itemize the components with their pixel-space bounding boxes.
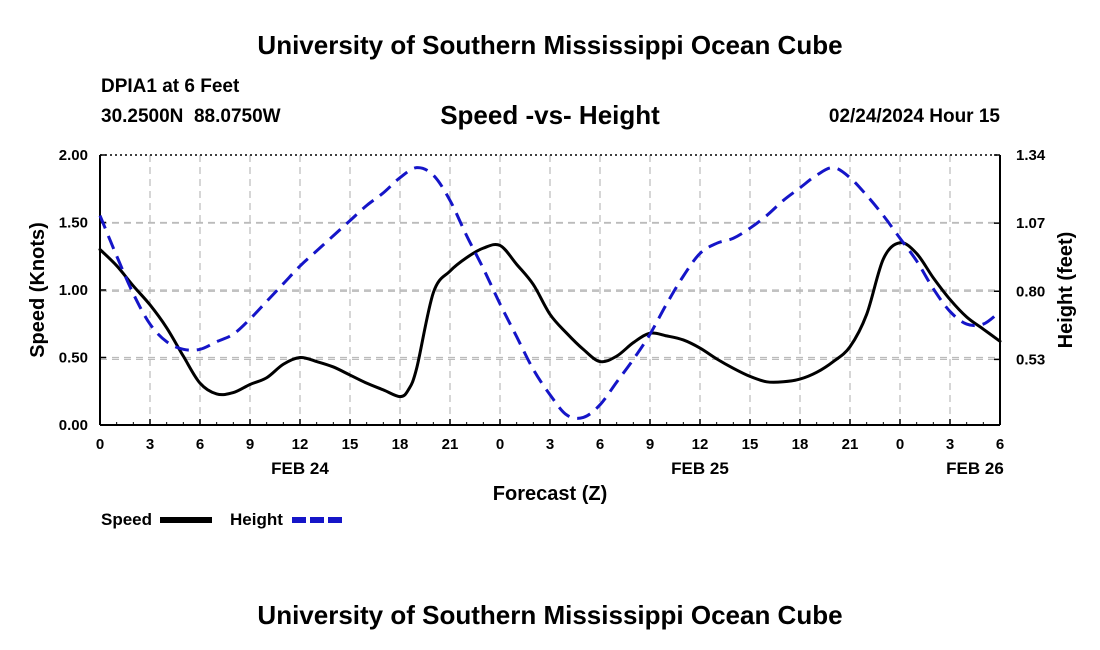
x-tick-label: 3 <box>146 436 154 453</box>
x-tick-label: 15 <box>342 436 359 453</box>
y-right-tick-label: 0.53 <box>1016 351 1045 368</box>
day-label: FEB 25 <box>671 459 729 478</box>
footer-title: University of Southern Mississippi Ocean… <box>257 600 843 630</box>
page-title: University of Southern Mississippi Ocean… <box>257 30 843 60</box>
y-right-axis-title: Height (feet) <box>1055 232 1077 349</box>
series-line-height <box>98 166 1001 420</box>
x-tick-label: 0 <box>496 436 504 453</box>
y-left-tick-label: 1.00 <box>59 282 88 299</box>
x-tick-label: 9 <box>246 436 254 453</box>
day-label: FEB 26 <box>946 459 1004 478</box>
x-tick-label: 6 <box>996 436 1004 453</box>
coordinates-label: 30.2500N 88.0750W <box>101 106 281 127</box>
y-left-tick-label: 0.50 <box>59 350 88 367</box>
x-tick-label: 0 <box>896 436 904 453</box>
forecast-datetime: 02/24/2024 Hour 15 <box>828 106 1000 127</box>
x-tick-label: 6 <box>196 436 204 453</box>
x-tick-label: 18 <box>792 436 809 453</box>
x-tick-label: 0 <box>96 436 104 453</box>
y-right-tick-label: 0.80 <box>1016 283 1045 300</box>
day-label: FEB 24 <box>271 459 329 478</box>
y-left-axis-title: Speed (Knots) <box>27 222 49 358</box>
x-tick-label: 3 <box>546 436 554 453</box>
y-left-tick-label: 1.50 <box>59 215 88 232</box>
y-left-tick-label: 0.00 <box>59 417 88 434</box>
legend-label-height: Height <box>230 510 283 529</box>
x-axis-title: Forecast (Z) <box>493 483 607 505</box>
x-tick-label: 21 <box>442 436 459 453</box>
x-tick-label: 15 <box>742 436 759 453</box>
series-line-speed <box>98 241 1002 399</box>
legend-label-speed: Speed <box>101 510 152 529</box>
x-tick-label: 21 <box>842 436 859 453</box>
x-tick-label: 3 <box>946 436 954 453</box>
x-tick-label: 9 <box>646 436 654 453</box>
x-tick-label: 6 <box>596 436 604 453</box>
x-tick-label: 18 <box>392 436 409 453</box>
x-tick-label: 12 <box>692 436 709 453</box>
x-tick-label: 12 <box>292 436 309 453</box>
y-left-tick-label: 2.00 <box>59 147 88 164</box>
y-right-tick-label: 1.07 <box>1016 215 1045 232</box>
chart-subtitle: Speed -vs- Height <box>440 100 660 130</box>
station-label: DPIA1 at 6 Feet <box>101 76 240 97</box>
y-right-tick-label: 1.34 <box>1016 147 1046 164</box>
